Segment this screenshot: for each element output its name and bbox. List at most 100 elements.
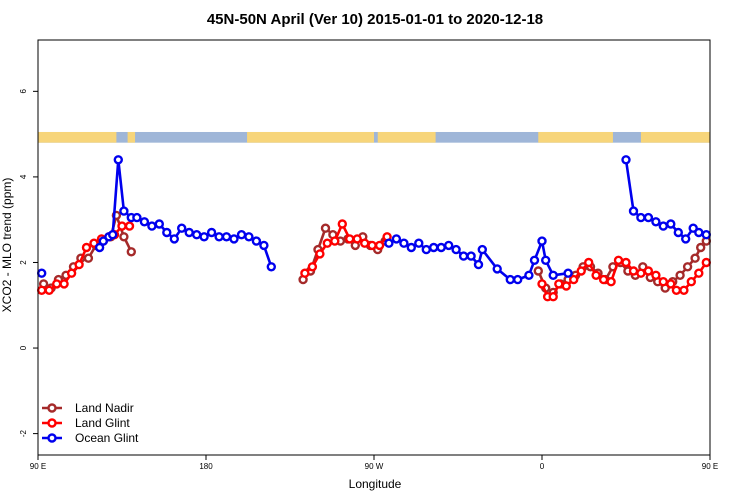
series-2-point-50	[621, 155, 631, 165]
series-1-point-30	[569, 274, 579, 285]
series-2-point-40	[477, 244, 487, 255]
series-0-point-12	[126, 247, 137, 257]
series-1-point-1	[44, 285, 54, 295]
series-2-point-56	[666, 219, 676, 229]
plot-series	[37, 155, 711, 302]
legend-label-1: Land Glint	[75, 416, 130, 430]
series-2-point-11	[154, 219, 165, 229]
series-2-point-57	[673, 227, 683, 238]
legend-label-2: Ocean Glint	[75, 431, 139, 445]
series-0-point-25	[533, 266, 543, 276]
series-1-point-40	[643, 266, 654, 276]
series-2-point-35	[444, 240, 454, 251]
series-2-point-32	[421, 244, 431, 255]
x-tick-label-1: 180	[199, 462, 213, 471]
legend-marker-0	[47, 403, 57, 413]
series-1-point-21	[360, 238, 370, 248]
series-1-point-29	[561, 281, 571, 291]
series-2-point-14	[176, 223, 187, 233]
land-band-segment-4	[538, 131, 613, 143]
series-1-point-17	[330, 236, 340, 246]
series-2-point-45	[529, 255, 540, 265]
series-1-point-14	[307, 262, 318, 272]
series-2-point-15	[184, 227, 194, 238]
series-2-point-44	[524, 270, 534, 280]
series-1-point-31	[576, 266, 586, 276]
series-1-point-18	[337, 219, 347, 229]
series-2-point-5	[113, 155, 124, 165]
series-2-point-21	[229, 234, 239, 244]
series-1-point-11	[117, 221, 127, 231]
chart-title: 45N-50N April (Ver 10) 2015-01-01 to 202…	[207, 11, 543, 28]
series-1-point-27	[548, 292, 558, 302]
series-1-point-33	[591, 270, 601, 280]
x-tick-label-2: 90 W	[365, 462, 384, 471]
series-1-point-2	[52, 279, 62, 289]
series-2-point-6	[119, 206, 129, 216]
series-2-point-54	[651, 217, 661, 227]
y-tick-label-4: 6	[19, 89, 28, 94]
series-2-point-55	[658, 221, 668, 231]
series-2-point-27	[384, 238, 394, 248]
series-1-point-35	[606, 277, 616, 287]
series-2-point-8	[132, 212, 142, 223]
series-2-point-53	[643, 212, 654, 223]
series-2-point-4	[107, 229, 118, 240]
series-1-point-4	[66, 268, 77, 278]
series-1-point-0	[37, 285, 47, 295]
y-axis-label: XCO2 - MLO trend (ppm)	[0, 178, 14, 313]
series-1-point-41	[651, 270, 661, 280]
series-2-point-19	[214, 232, 224, 242]
series-2-point-23	[244, 232, 254, 242]
series-2-point-17	[199, 232, 209, 242]
series-2-point-47	[541, 255, 551, 265]
series-1-point-42	[658, 277, 668, 287]
series-0-point-44	[675, 270, 685, 280]
series-1-point-16	[322, 238, 332, 248]
series-1-point-13	[300, 268, 310, 278]
series-1-point-43	[666, 279, 676, 289]
series-1-point-22	[367, 240, 377, 251]
series-2-point-25	[259, 240, 269, 251]
series-2-point-0	[37, 268, 47, 278]
series-1-point-28	[554, 279, 564, 289]
series-2-point-20	[221, 232, 232, 242]
series-1-point-39	[636, 268, 646, 278]
land-band-segment-2	[247, 131, 374, 143]
series-2-point-46	[537, 236, 547, 246]
series-2-point-52	[636, 212, 646, 223]
series-2-point-58	[681, 234, 691, 244]
series-2-point-42	[505, 274, 515, 285]
legend-marker-2	[47, 433, 57, 443]
series-1-point-45	[679, 285, 689, 295]
series-2-point-22	[236, 229, 247, 240]
series-2-point-28	[391, 234, 402, 244]
series-1-point-5	[74, 259, 84, 270]
land-ocean-mask-band	[38, 131, 710, 143]
series-1-point-12	[124, 221, 135, 231]
series-2-point-9	[139, 217, 150, 227]
series-2-point-12	[162, 227, 172, 238]
series-0-point-16	[320, 223, 331, 233]
series-1-point-6	[81, 242, 92, 253]
series-0-point-47	[696, 242, 706, 253]
series-2-point-13	[169, 234, 180, 244]
series-2-point-30	[406, 242, 416, 253]
series-2-point-61	[701, 229, 711, 240]
series-1-point-36	[613, 255, 624, 265]
y-tick-label-1: 0	[19, 345, 28, 350]
x-tick-label-3: 0	[540, 462, 545, 471]
series-1-point-47	[694, 268, 704, 278]
series-2-point-48	[548, 270, 558, 280]
land-band-segment-0	[38, 131, 117, 143]
series-2-point-1	[94, 242, 105, 253]
series-2-point-34	[436, 242, 446, 253]
series-2	[37, 155, 711, 285]
series-0-point-6	[83, 253, 94, 263]
series-0-point-11	[119, 232, 129, 242]
series-2-point-60	[694, 227, 704, 238]
series-2-point-39	[473, 259, 484, 270]
series-1-point-48	[701, 257, 711, 268]
